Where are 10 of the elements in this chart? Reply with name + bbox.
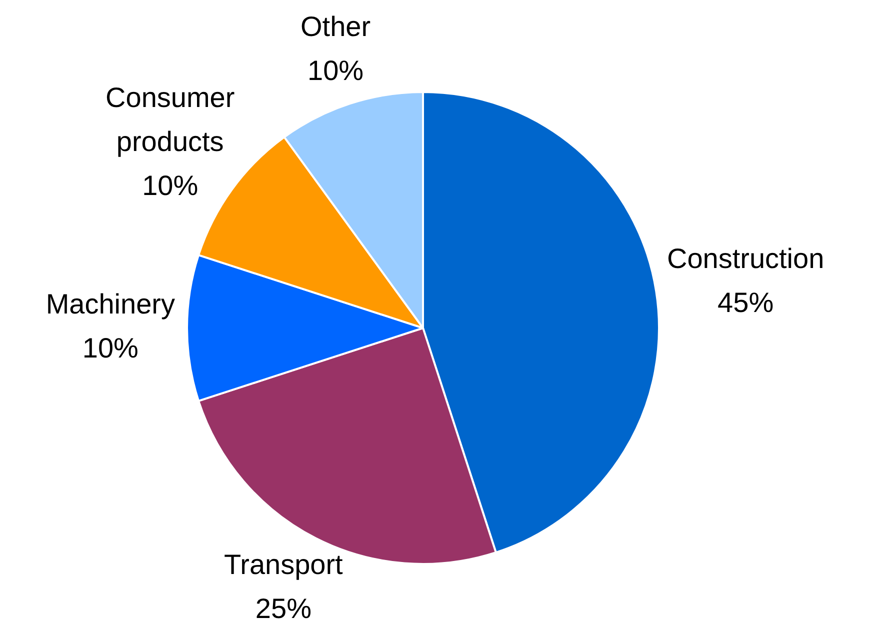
data-label: 10% — [308, 55, 364, 86]
data-label: 25% — [255, 592, 312, 624]
slice-label: Consumer products — [106, 82, 235, 158]
slice-label: Other — [300, 11, 371, 42]
data-label: 10% — [82, 332, 138, 364]
data-label: 10% — [142, 170, 198, 202]
slice-label: Machinery — [46, 288, 176, 320]
slice-label: Transport — [224, 548, 344, 580]
slice-label: Construction — [666, 243, 824, 274]
data-label: 45% — [718, 287, 774, 318]
